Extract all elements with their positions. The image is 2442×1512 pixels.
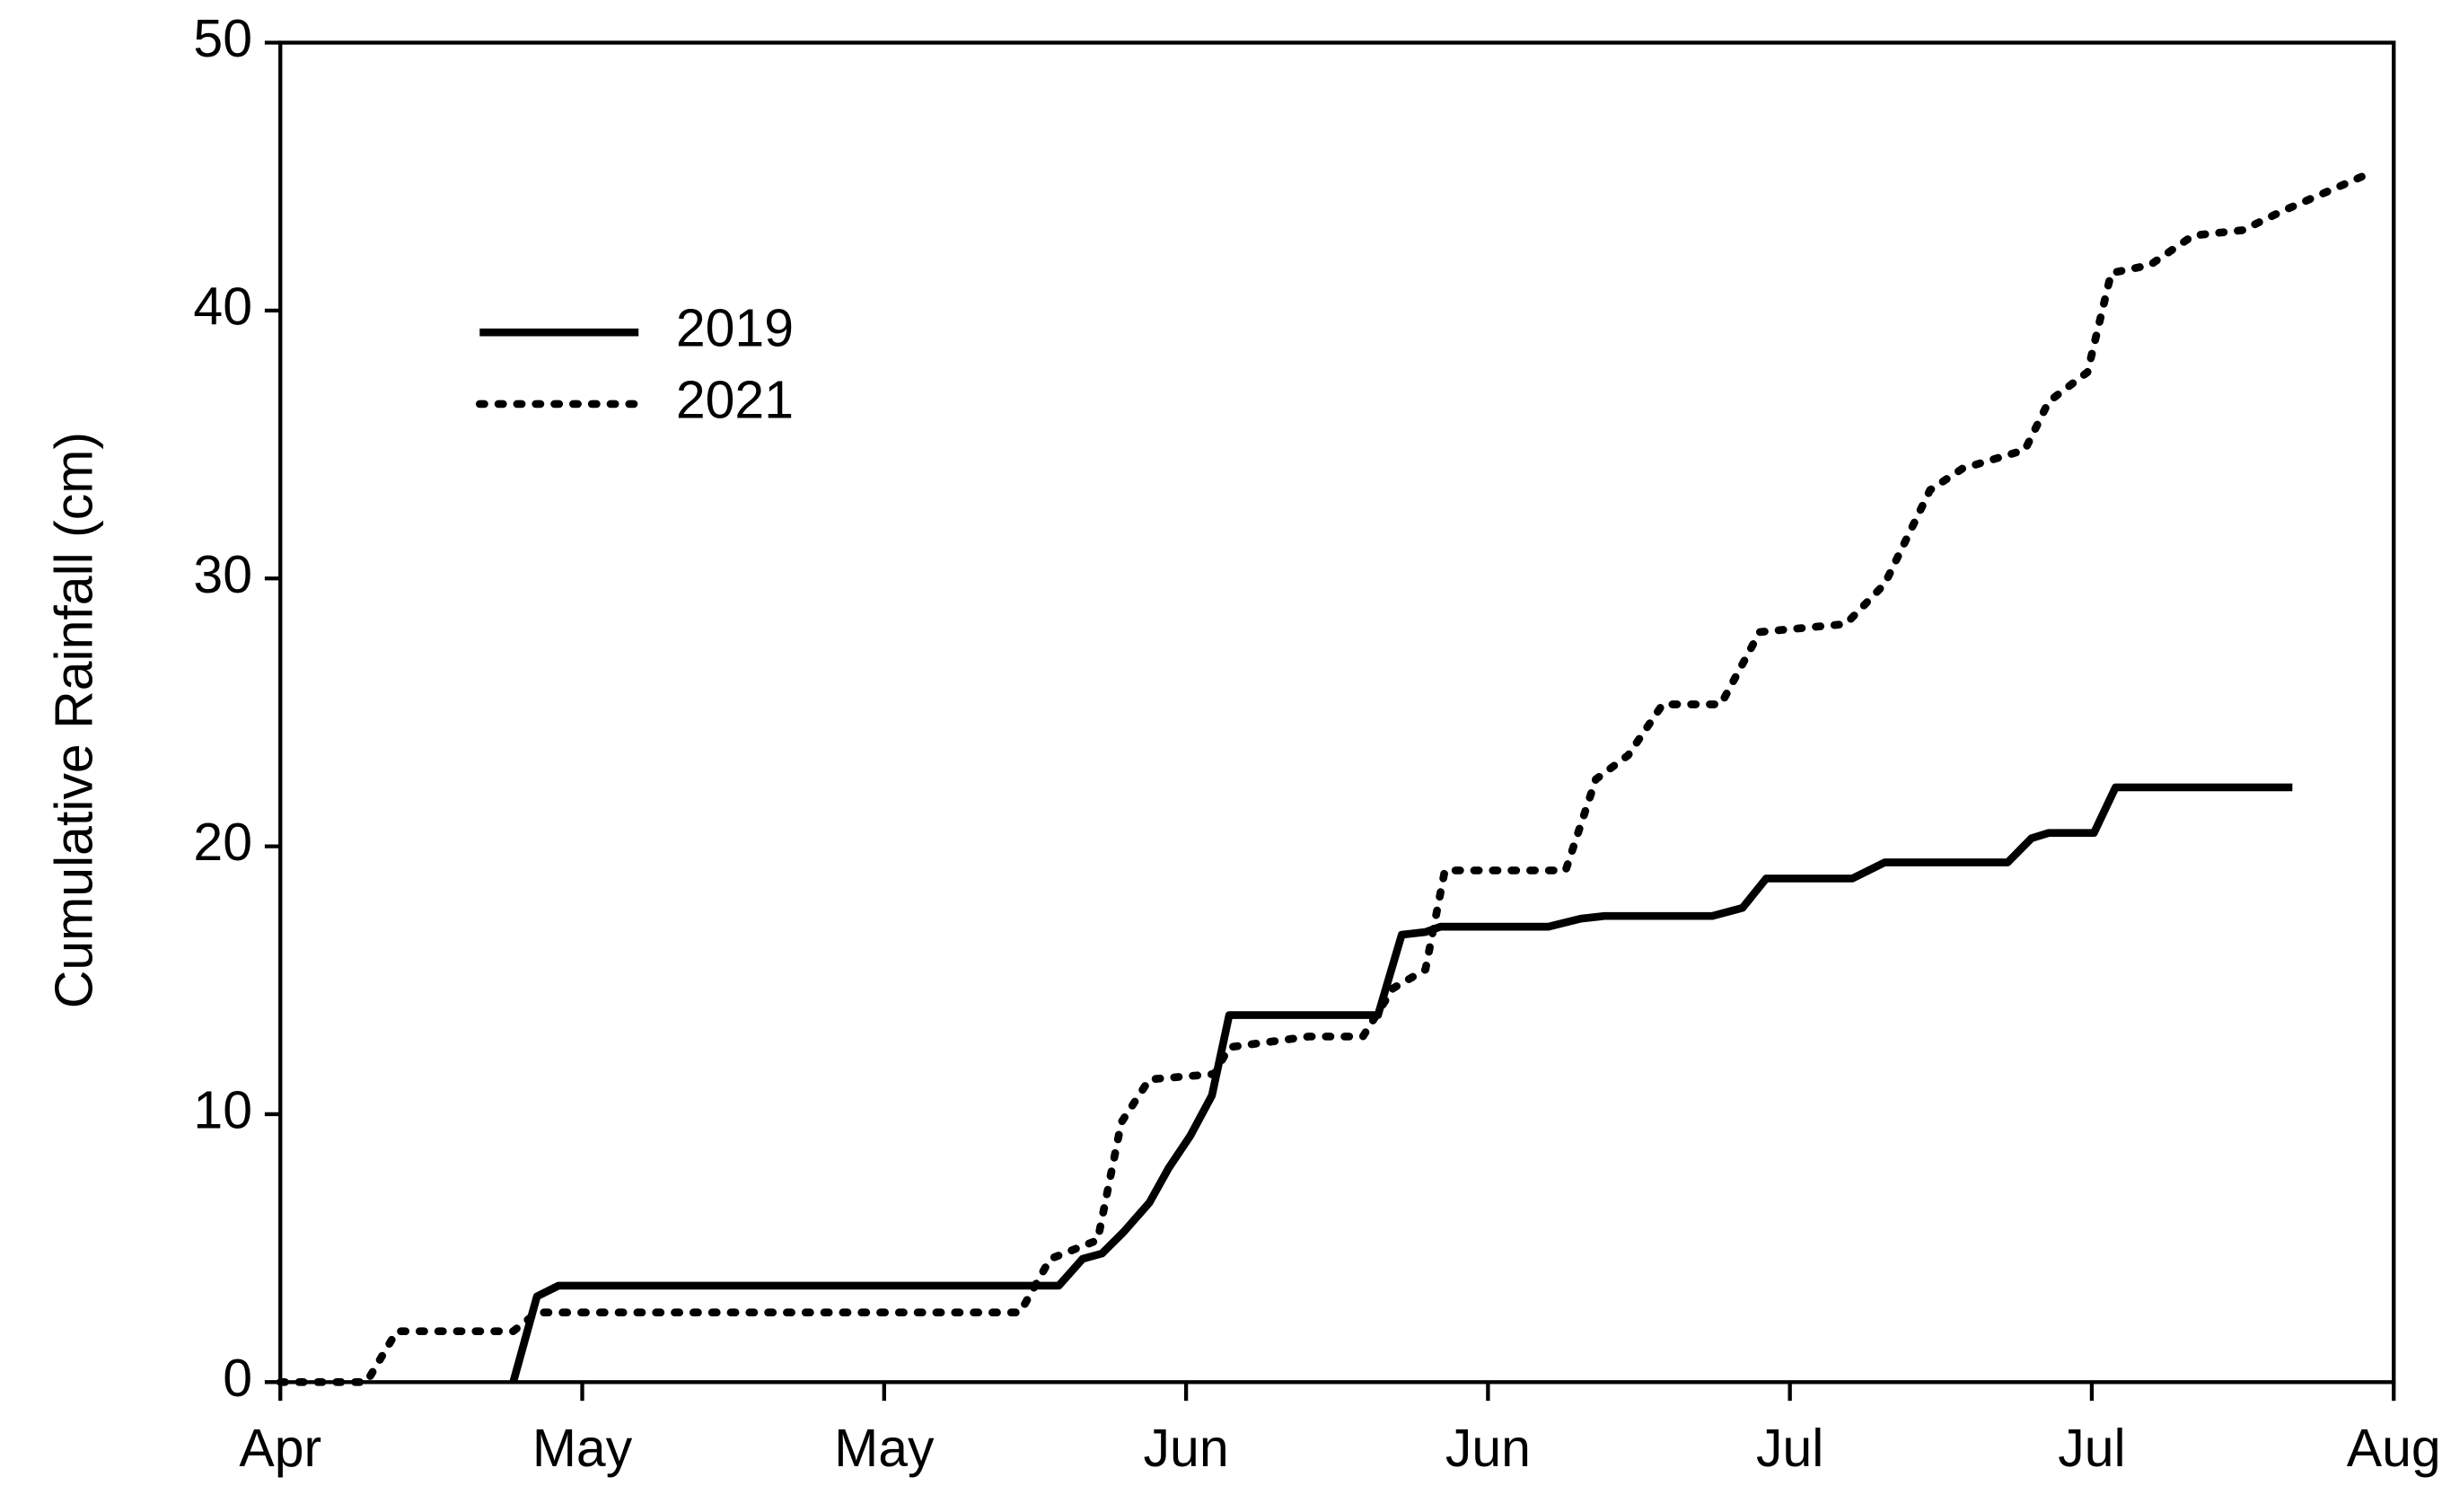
- y-tick-label: 10: [193, 1082, 252, 1140]
- y-axis-label: Cumulative Rainfall (cm): [45, 432, 103, 1008]
- series-line: [509, 783, 2293, 1384]
- x-tick-label: Aug: [2347, 1420, 2441, 1478]
- legend-label: 2019: [676, 300, 794, 358]
- y-tick-label: 50: [193, 10, 252, 68]
- x-tick-label: Jul: [1756, 1420, 1823, 1478]
- x-tick-label: Jun: [1144, 1420, 1229, 1478]
- y-tick-label: 40: [193, 277, 252, 336]
- legend-label: 2021: [676, 372, 794, 430]
- plot-frame: [278, 40, 2396, 1385]
- x-tick-label: Apr: [239, 1420, 321, 1478]
- series-line: [276, 167, 2378, 1386]
- y-tick-label: 30: [193, 546, 252, 604]
- y-tick-label: 20: [193, 813, 252, 872]
- y-tick-label: 0: [223, 1349, 252, 1408]
- x-tick-label: Jul: [2058, 1420, 2125, 1478]
- x-tick-label: May: [532, 1420, 633, 1478]
- x-tick-label: May: [834, 1420, 935, 1478]
- x-tick-label: Jun: [1445, 1420, 1531, 1478]
